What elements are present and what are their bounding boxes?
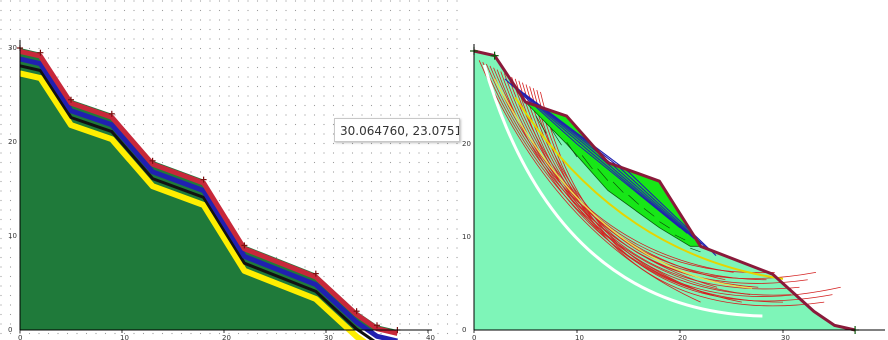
left-slope-plot[interactable]: 0 10 20 30 40 30 20 10 0 bbox=[0, 0, 460, 340]
slip-surface bbox=[478, 60, 701, 303]
y-tick-label: 30 bbox=[8, 44, 17, 52]
right-slip-plot[interactable]: 0 10 20 30 20 10 0 bbox=[460, 0, 888, 340]
left-slope-layers bbox=[17, 45, 401, 340]
x-tick-label: 10 bbox=[575, 334, 584, 340]
slip-surface bbox=[522, 82, 800, 290]
mesh-line bbox=[643, 208, 655, 217]
right-slip-canvas[interactable]: 0 10 20 30 20 10 0 bbox=[460, 0, 888, 340]
blue-slip-line bbox=[516, 87, 695, 240]
mesh-line bbox=[550, 128, 562, 146]
x-tick-label: 30 bbox=[781, 334, 790, 340]
x-tick-label: 0 bbox=[472, 334, 476, 340]
right-axes: 0 10 20 30 20 10 0 bbox=[462, 44, 885, 340]
mesh-line bbox=[674, 234, 686, 241]
left-axes: 0 10 20 30 40 30 20 10 0 bbox=[8, 40, 435, 340]
slip-surface bbox=[514, 96, 784, 280]
mesh-line bbox=[690, 247, 701, 253]
slip-surface bbox=[514, 78, 784, 303]
blue-slip-line bbox=[504, 78, 681, 229]
mesh-line bbox=[597, 168, 609, 181]
black-layer bbox=[19, 64, 376, 340]
slip-surface bbox=[540, 91, 841, 297]
left-slope-canvas[interactable]: 0 10 20 30 40 30 20 10 0 30.064760, 23.075180 bbox=[0, 0, 460, 340]
yellow-layer bbox=[19, 70, 367, 340]
y-tick-label: 20 bbox=[462, 140, 471, 148]
x-tick-label: 10 bbox=[120, 334, 129, 340]
blue-layer bbox=[19, 56, 398, 340]
mesh-line bbox=[535, 115, 547, 134]
x-tick-label: 30 bbox=[324, 334, 333, 340]
mesh-line bbox=[659, 221, 670, 229]
mesh-line bbox=[612, 181, 624, 193]
mesh-line bbox=[628, 194, 640, 205]
slip-surface bbox=[482, 64, 763, 318]
x-tick-label: 40 bbox=[426, 334, 435, 340]
slip-surface bbox=[518, 80, 792, 296]
y-tick-label: 10 bbox=[8, 232, 17, 240]
x-tick-label: 0 bbox=[18, 334, 22, 340]
mesh-line bbox=[581, 155, 593, 170]
x-tick-label: 20 bbox=[222, 334, 231, 340]
slip-surface bbox=[493, 78, 753, 289]
mesh-line bbox=[566, 141, 578, 158]
red-layer bbox=[19, 48, 398, 336]
slip-surface bbox=[482, 62, 709, 296]
y-tick-label: 10 bbox=[462, 233, 471, 241]
y-tick-label: 0 bbox=[8, 326, 12, 334]
ground-surface-line bbox=[473, 49, 856, 332]
y-tick-label: 0 bbox=[462, 326, 466, 334]
x-tick-label: 20 bbox=[678, 334, 687, 340]
slip-surfaces bbox=[478, 60, 841, 318]
slip-surface bbox=[507, 75, 767, 281]
coordinate-tooltip: 30.064760, 23.075180 bbox=[334, 118, 460, 142]
y-tick-label: 20 bbox=[8, 138, 17, 146]
blue-slip-line bbox=[535, 101, 717, 256]
slip-surface bbox=[532, 88, 825, 307]
